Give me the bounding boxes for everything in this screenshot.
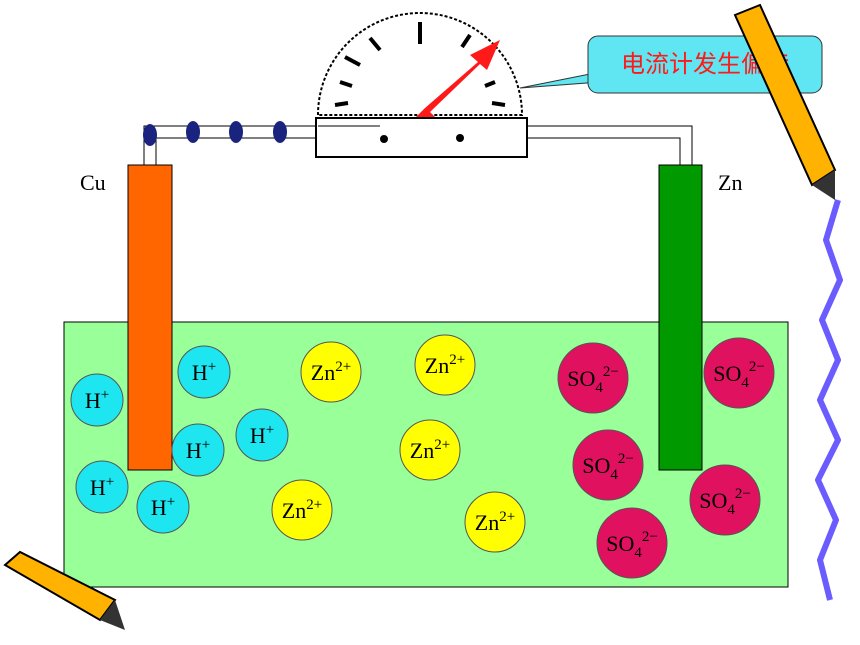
ion-circle [235, 408, 289, 462]
ion-label: SO42− [606, 529, 658, 561]
ion-charge: + [101, 387, 109, 403]
ion: Zn2+ [300, 341, 362, 403]
ion-charge: 2+ [434, 437, 450, 453]
ion-circle [271, 479, 333, 541]
ion: SO42− [596, 507, 668, 579]
ion-label: Zn2+ [475, 509, 515, 535]
ion-symbol: H [85, 388, 101, 413]
ion-symbol: SO [713, 361, 741, 386]
ion-charge: 2+ [499, 509, 515, 525]
ion-charge: 2+ [449, 352, 465, 368]
ion-symbol: SO [582, 453, 610, 478]
ion-circle [464, 491, 526, 553]
ion-circle [399, 419, 461, 481]
ion-circle [75, 460, 129, 514]
ion-label: Zn2+ [311, 359, 351, 385]
ion: SO42− [557, 342, 629, 414]
ion-circle [596, 507, 668, 579]
ion-label: Zn2+ [282, 497, 322, 523]
ion-charge: + [202, 437, 210, 453]
ion-subscript: 4 [741, 375, 749, 391]
ion: H+ [75, 460, 129, 514]
zinc-electrode [658, 164, 703, 471]
ion: H+ [177, 345, 231, 399]
ion-charge: 2+ [306, 497, 322, 513]
ion: Zn2+ [464, 491, 526, 553]
ion: H+ [70, 373, 124, 427]
ion: Zn2+ [399, 419, 461, 481]
pencil-bottom [3, 550, 125, 630]
ion-subscript: 4 [595, 380, 603, 396]
galvanometer [315, 12, 528, 158]
ion-symbol: H [90, 475, 106, 500]
copper-electrode [127, 164, 173, 471]
ion-label: H+ [90, 474, 114, 500]
electrode-label: Zn [718, 170, 742, 195]
ion-circle [572, 429, 644, 501]
ion-label: H+ [186, 437, 210, 463]
ion-charge: + [106, 474, 114, 490]
ion-label: H+ [85, 387, 109, 413]
ion: H+ [235, 408, 289, 462]
ion-circle [300, 341, 362, 403]
ion-subscript: 4 [727, 502, 735, 518]
ion-circle [136, 480, 190, 534]
ion-label: SO42− [699, 486, 751, 518]
ion: H+ [136, 480, 190, 534]
ion-label: SO42− [582, 451, 634, 483]
ion-subscript: 4 [610, 467, 618, 483]
ion-symbol: H [151, 495, 167, 520]
ion-label: H+ [250, 422, 274, 448]
ion-symbol: Zn [311, 360, 335, 385]
squiggle [815, 199, 843, 601]
ion-charge: + [208, 359, 216, 375]
ion-symbol: H [186, 438, 202, 463]
ion-circle [414, 334, 476, 396]
ion-circle [70, 373, 124, 427]
ion-charge: 2− [749, 359, 765, 375]
ion-symbol: Zn [282, 498, 306, 523]
ion-label: Zn2+ [425, 352, 465, 378]
ion: H+ [171, 423, 225, 477]
ion-circle [557, 342, 629, 414]
ion: SO42− [689, 464, 761, 536]
ion: SO42− [572, 429, 644, 501]
ion-symbol: Zn [425, 353, 449, 378]
ion: SO42− [703, 337, 775, 409]
ion-symbol: H [192, 360, 208, 385]
ion-circle [177, 345, 231, 399]
ion-charge: 2+ [335, 359, 351, 375]
ion-symbol: SO [567, 366, 595, 391]
ion-symbol: SO [699, 488, 727, 513]
ion-circle [171, 423, 225, 477]
ion-label: Zn2+ [410, 437, 450, 463]
ion-charge: 2− [618, 451, 634, 467]
ion-charge: 2− [642, 529, 658, 545]
ion-symbol: SO [606, 531, 634, 556]
ion-circle [689, 464, 761, 536]
ion-charge: 2− [603, 364, 619, 380]
ion: Zn2+ [271, 479, 333, 541]
ion-label: SO42− [713, 359, 765, 391]
ion-label: SO42− [567, 364, 619, 396]
ion-circle [703, 337, 775, 409]
ion: Zn2+ [414, 334, 476, 396]
ion-subscript: 4 [634, 545, 642, 561]
ion-symbol: Zn [475, 510, 499, 535]
ion-charge: 2− [735, 486, 751, 502]
ion-label: H+ [192, 359, 216, 385]
ion-charge: + [266, 422, 274, 438]
ion-charge: + [167, 494, 175, 510]
ion-symbol: H [250, 423, 266, 448]
pencil-top [733, 3, 837, 200]
electrode-label: Cu [80, 170, 106, 195]
ion-symbol: Zn [410, 438, 434, 463]
ion-label: H+ [151, 494, 175, 520]
